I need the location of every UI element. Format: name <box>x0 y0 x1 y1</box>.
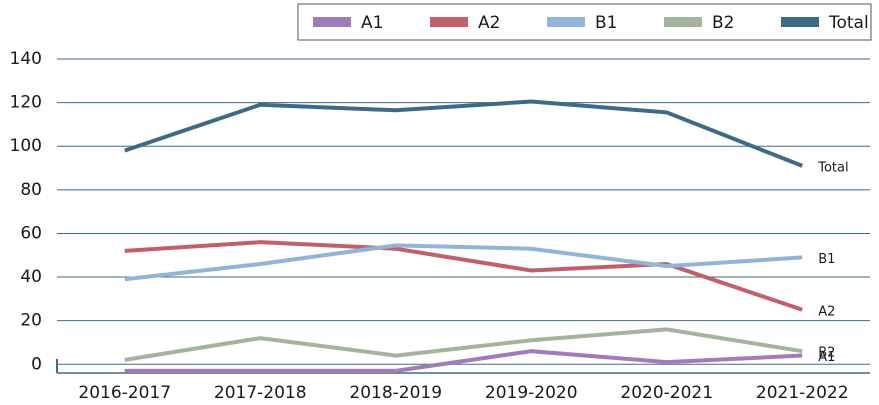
line-series <box>124 349 803 373</box>
x-tick-label: 2019-2020 <box>485 383 578 403</box>
end-label: B2 <box>818 346 835 361</box>
x-tick-label: 2018-2019 <box>349 383 442 403</box>
legend-label: Total <box>828 13 869 33</box>
legend-label: A2 <box>478 13 500 33</box>
legend-label: A1 <box>361 13 383 33</box>
y-tick-label: 80 <box>20 180 42 200</box>
legend-swatch <box>664 17 702 27</box>
y-tick-label: 20 <box>20 311 42 331</box>
line-series <box>124 327 803 362</box>
x-tick-label: 2020-2021 <box>620 383 713 403</box>
x-tick-label: 2021-2022 <box>756 383 849 403</box>
y-tick-label: 0 <box>31 354 42 374</box>
end-label: A2 <box>818 304 835 319</box>
end-label: Total <box>817 160 848 175</box>
legend-swatch <box>313 17 351 27</box>
legend-swatch <box>781 17 819 27</box>
legend-swatch <box>547 17 585 27</box>
y-tick-label: 140 <box>10 49 42 69</box>
y-tick-label: 100 <box>10 136 42 156</box>
x-tick-label: 2016-2017 <box>78 383 171 403</box>
x-tick-label: 2017-2018 <box>214 383 307 403</box>
line-series <box>124 99 803 168</box>
y-tick-label: 120 <box>10 93 42 113</box>
y-tick-label: 40 <box>20 267 42 287</box>
legend-label: B2 <box>712 13 734 33</box>
end-label: B1 <box>818 252 835 267</box>
line-series <box>124 240 803 312</box>
line-series <box>124 243 803 282</box>
end-label: A1 <box>818 350 835 365</box>
legend-label: B1 <box>595 13 617 33</box>
legend-swatch <box>430 17 468 27</box>
y-tick-label: 60 <box>20 223 42 243</box>
